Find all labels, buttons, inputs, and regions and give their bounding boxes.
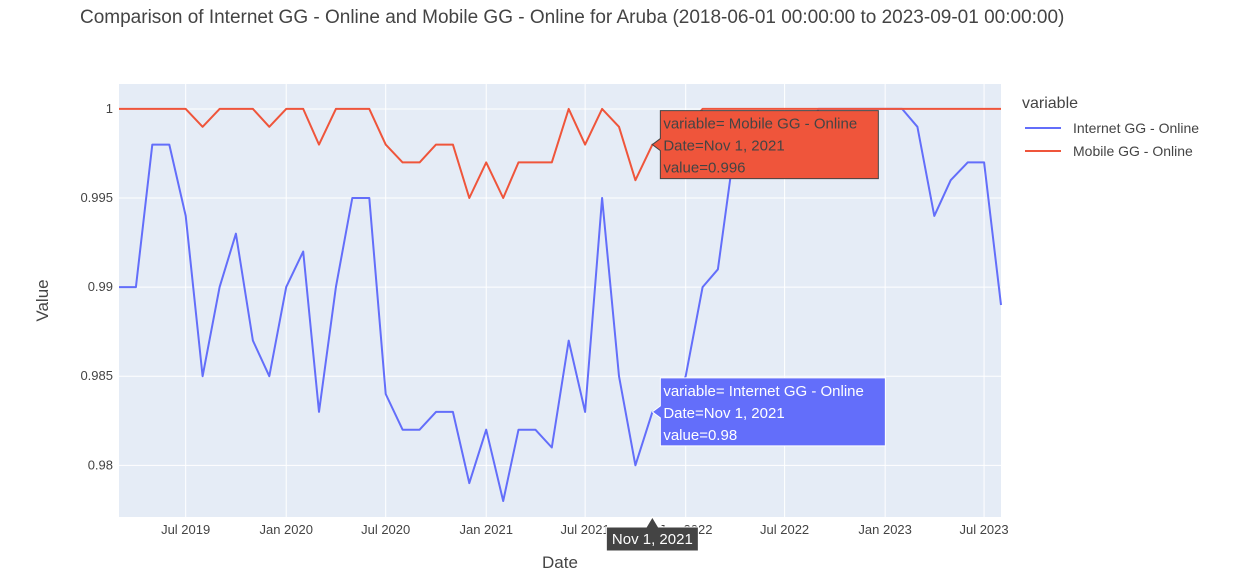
axis-ticks: 0.98 0.985 0.99 0.995 1 Jul 2019 Jan 2020 Jul 2… (80, 101, 1008, 537)
x-tick-label: Jul 2019 (161, 522, 210, 537)
x-tick-label: Jul 2021 (561, 522, 610, 537)
x-spike-label-box (605, 516, 699, 552)
hover-label-line: Date=Nov 1, 2021 (663, 138, 784, 155)
y-tick-label: 1 (106, 101, 113, 116)
hover-label-line: value=0.996 (663, 160, 745, 177)
x-tick-label: Jul 2020 (361, 522, 410, 537)
hover-label-line: value=0.98 (663, 427, 737, 444)
chart-title: Comparison of Internet GG - Online and M… (80, 7, 1064, 28)
hover-label-line: variable= Mobile GG - Online (663, 116, 857, 133)
x-axis-title: Date (542, 553, 578, 572)
x-tick-label: Jul 2022 (760, 522, 809, 537)
legend: variable Internet GG - Online Mobile GG -… (1022, 95, 1199, 159)
y-axis-title: Value (33, 279, 52, 321)
x-tick-label: Jan 2021 (459, 522, 513, 537)
x-tick-label: Jan 2020 (259, 522, 313, 537)
legend-title: variable (1022, 95, 1078, 112)
hover-label-box (651, 110, 879, 180)
y-tick-label: 0.985 (80, 368, 113, 383)
x-spike-label: Nov 1, 2021 (612, 531, 693, 548)
legend-item-label: Internet GG - Online (1073, 120, 1199, 136)
series-line-mobile-gg-online[interactable] (119, 107, 1001, 199)
y-tick-label: 0.99 (88, 279, 113, 294)
hover-labels: variable= Mobile GG - Online Date=Nov 1, … (605, 110, 886, 552)
legend-item-label: Mobile GG - Online (1073, 143, 1193, 159)
hover-label-box (651, 377, 886, 447)
x-tick-label: Jul 2023 (959, 522, 1008, 537)
hover-label-line: Date=Nov 1, 2021 (663, 405, 784, 422)
y-tick-label: 0.995 (80, 190, 113, 205)
y-tick-label: 0.98 (88, 457, 113, 472)
hover-label-line: variable= Internet GG - Online (663, 383, 864, 400)
series-lines (119, 107, 1002, 502)
x-tick-label: Jan 2023 (858, 522, 912, 537)
